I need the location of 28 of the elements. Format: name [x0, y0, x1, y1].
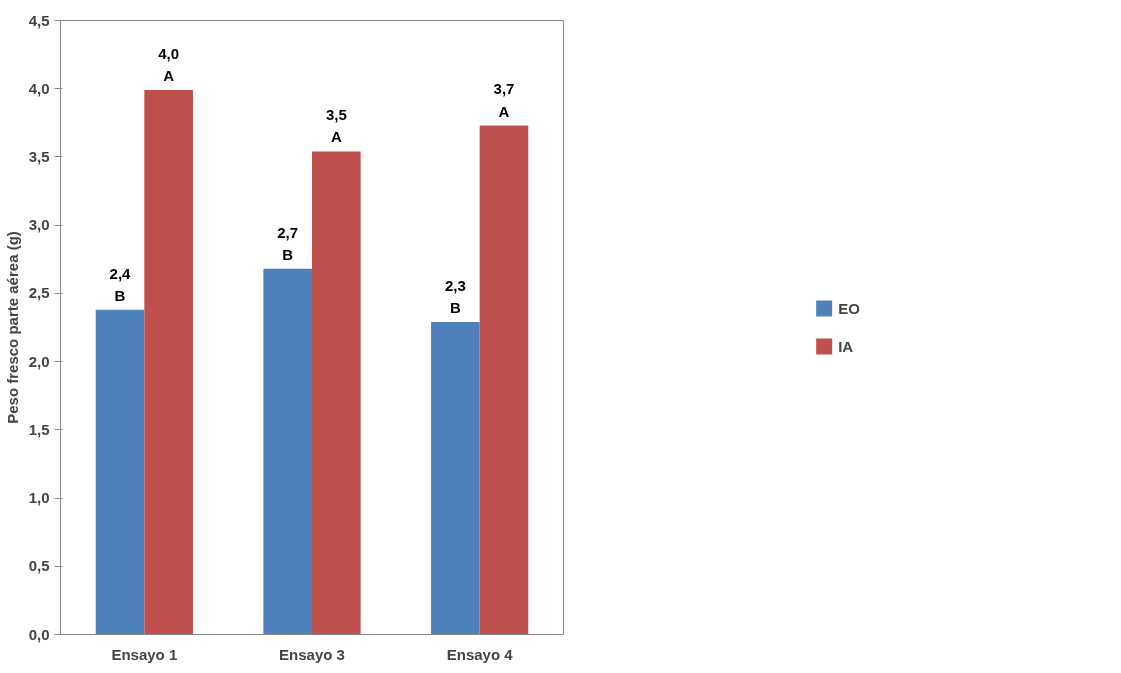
x-tick-label: Ensayo 1	[111, 645, 178, 663]
data-label: 4,0 A	[158, 44, 180, 85]
y-tick-label: 4,0	[28, 79, 50, 97]
x-tick-label: Ensayo 4	[446, 645, 514, 663]
y-tick-label: 3,5	[28, 147, 50, 165]
bar	[263, 268, 312, 635]
legend-label: EO	[838, 299, 860, 317]
bar	[95, 309, 145, 635]
y-tick-label: 1,5	[28, 420, 50, 438]
x-tick-label: Ensayo 3	[279, 645, 345, 663]
data-label: 3,7 A	[493, 80, 515, 120]
data-label: 3,5 A	[325, 106, 347, 146]
bar	[431, 322, 480, 635]
y-tick-label: 2,0	[28, 352, 50, 370]
y-tick-label: 2,5	[28, 284, 50, 302]
y-axis-title: Peso fresco parte aérea (g)	[3, 231, 21, 424]
legend-label: IA	[838, 337, 855, 355]
y-tick-label: 1,0	[28, 489, 50, 507]
y-tick-label: 0,5	[28, 557, 50, 575]
y-tick-label: 4,5	[28, 11, 50, 29]
data-label: 2,7 B	[277, 223, 299, 263]
data-label: 2,3 B	[444, 276, 466, 317]
bar	[144, 90, 193, 635]
y-tick-label: 0,0	[28, 625, 50, 643]
bar	[479, 125, 529, 635]
bar	[312, 151, 361, 635]
y-tick-label: 3,0	[28, 216, 50, 234]
data-label: 2,4 B	[109, 264, 132, 304]
